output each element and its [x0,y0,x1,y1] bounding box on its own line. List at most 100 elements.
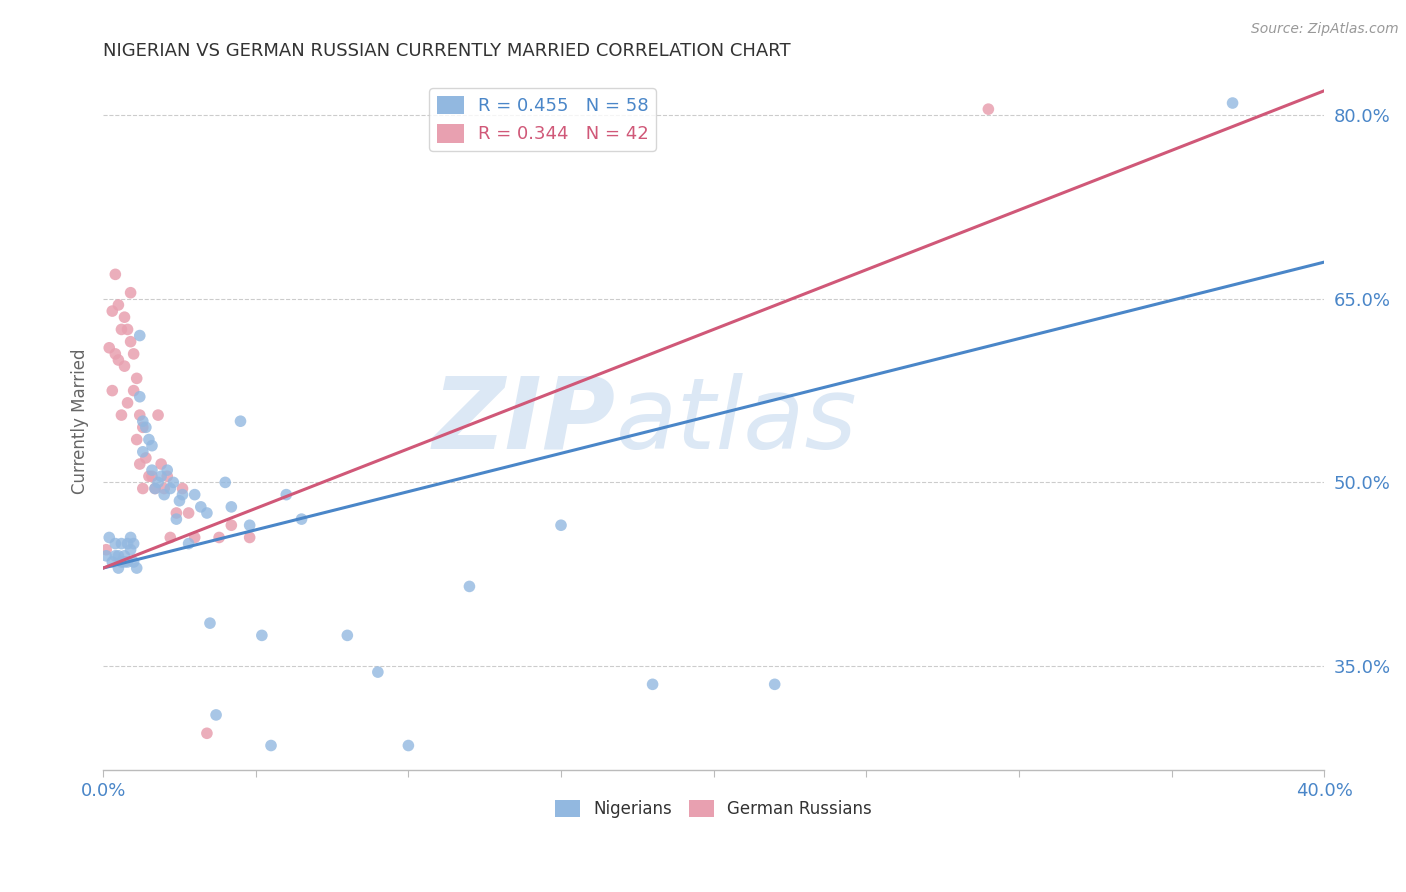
Point [128,457,150,471]
Text: ZIP: ZIP [433,373,616,470]
Point [198,616,221,631]
Point [110,408,132,422]
Point [104,549,127,563]
Point [195,506,218,520]
Point [150,457,173,471]
Point [122,536,145,550]
Point [107,353,129,368]
Point [336,628,359,642]
Point [177,506,200,520]
Point [96,542,118,557]
Point [104,268,127,282]
Point [1222,95,1244,110]
Text: NIGERIAN VS GERMAN RUSSIAN CURRENTLY MARRIED CORRELATION CHART: NIGERIAN VS GERMAN RUSSIAN CURRENTLY MAR… [103,42,790,60]
Point [96,549,118,563]
Point [162,475,184,490]
Point [138,469,160,483]
Point [150,469,173,483]
Point [641,677,664,691]
Point [104,347,127,361]
Point [229,414,252,428]
Point [143,482,166,496]
Point [110,555,132,569]
Point [120,542,142,557]
Point [156,463,179,477]
Point [114,549,136,563]
Point [367,665,389,679]
Point [290,512,312,526]
Point [396,739,419,753]
Point [165,506,187,520]
Point [183,531,205,545]
Point [110,536,132,550]
Point [120,285,142,300]
Point [458,579,481,593]
Point [141,463,163,477]
Point [146,408,169,422]
Text: atlas: atlas [616,373,858,470]
Point [117,536,139,550]
Point [122,384,145,398]
Point [239,518,262,533]
Point [135,420,157,434]
Point [153,482,176,496]
Point [165,512,187,526]
Point [550,518,572,533]
Point [195,726,218,740]
Point [143,482,166,496]
Point [101,555,124,569]
Text: Source: ZipAtlas.com: Source: ZipAtlas.com [1251,22,1399,37]
Point [98,341,121,355]
Point [104,536,127,550]
Point [153,488,176,502]
Point [122,347,145,361]
Point [172,482,194,496]
Point [110,322,132,336]
Point [763,677,786,691]
Point [159,482,181,496]
Point [125,561,148,575]
Point [214,475,236,490]
Point [239,531,262,545]
Point [132,414,155,428]
Point [107,549,129,563]
Point [101,304,124,318]
Point [172,488,194,502]
Legend: Nigerians, German Russians: Nigerians, German Russians [548,793,879,824]
Point [117,396,139,410]
Point [141,439,163,453]
Point [101,384,124,398]
Point [114,359,136,373]
Point [114,310,136,325]
Point [190,500,212,514]
Point [250,628,273,642]
Point [98,531,121,545]
Point [135,450,157,465]
Point [114,555,136,569]
Point [107,561,129,575]
Point [159,531,181,545]
Point [128,390,150,404]
Point [138,433,160,447]
Point [117,322,139,336]
Point [169,493,191,508]
Point [117,555,139,569]
Point [177,536,200,550]
Point [107,298,129,312]
Point [132,482,155,496]
Point [221,518,243,533]
Point [125,371,148,385]
Point [132,445,155,459]
Point [208,531,231,545]
Point [221,500,243,514]
Point [128,328,150,343]
Point [205,707,228,722]
Point [276,488,298,502]
Point [120,334,142,349]
Point [120,531,142,545]
Point [132,420,155,434]
Point [122,555,145,569]
Point [146,475,169,490]
Y-axis label: Currently Married: Currently Married [72,349,89,494]
Point [156,469,179,483]
